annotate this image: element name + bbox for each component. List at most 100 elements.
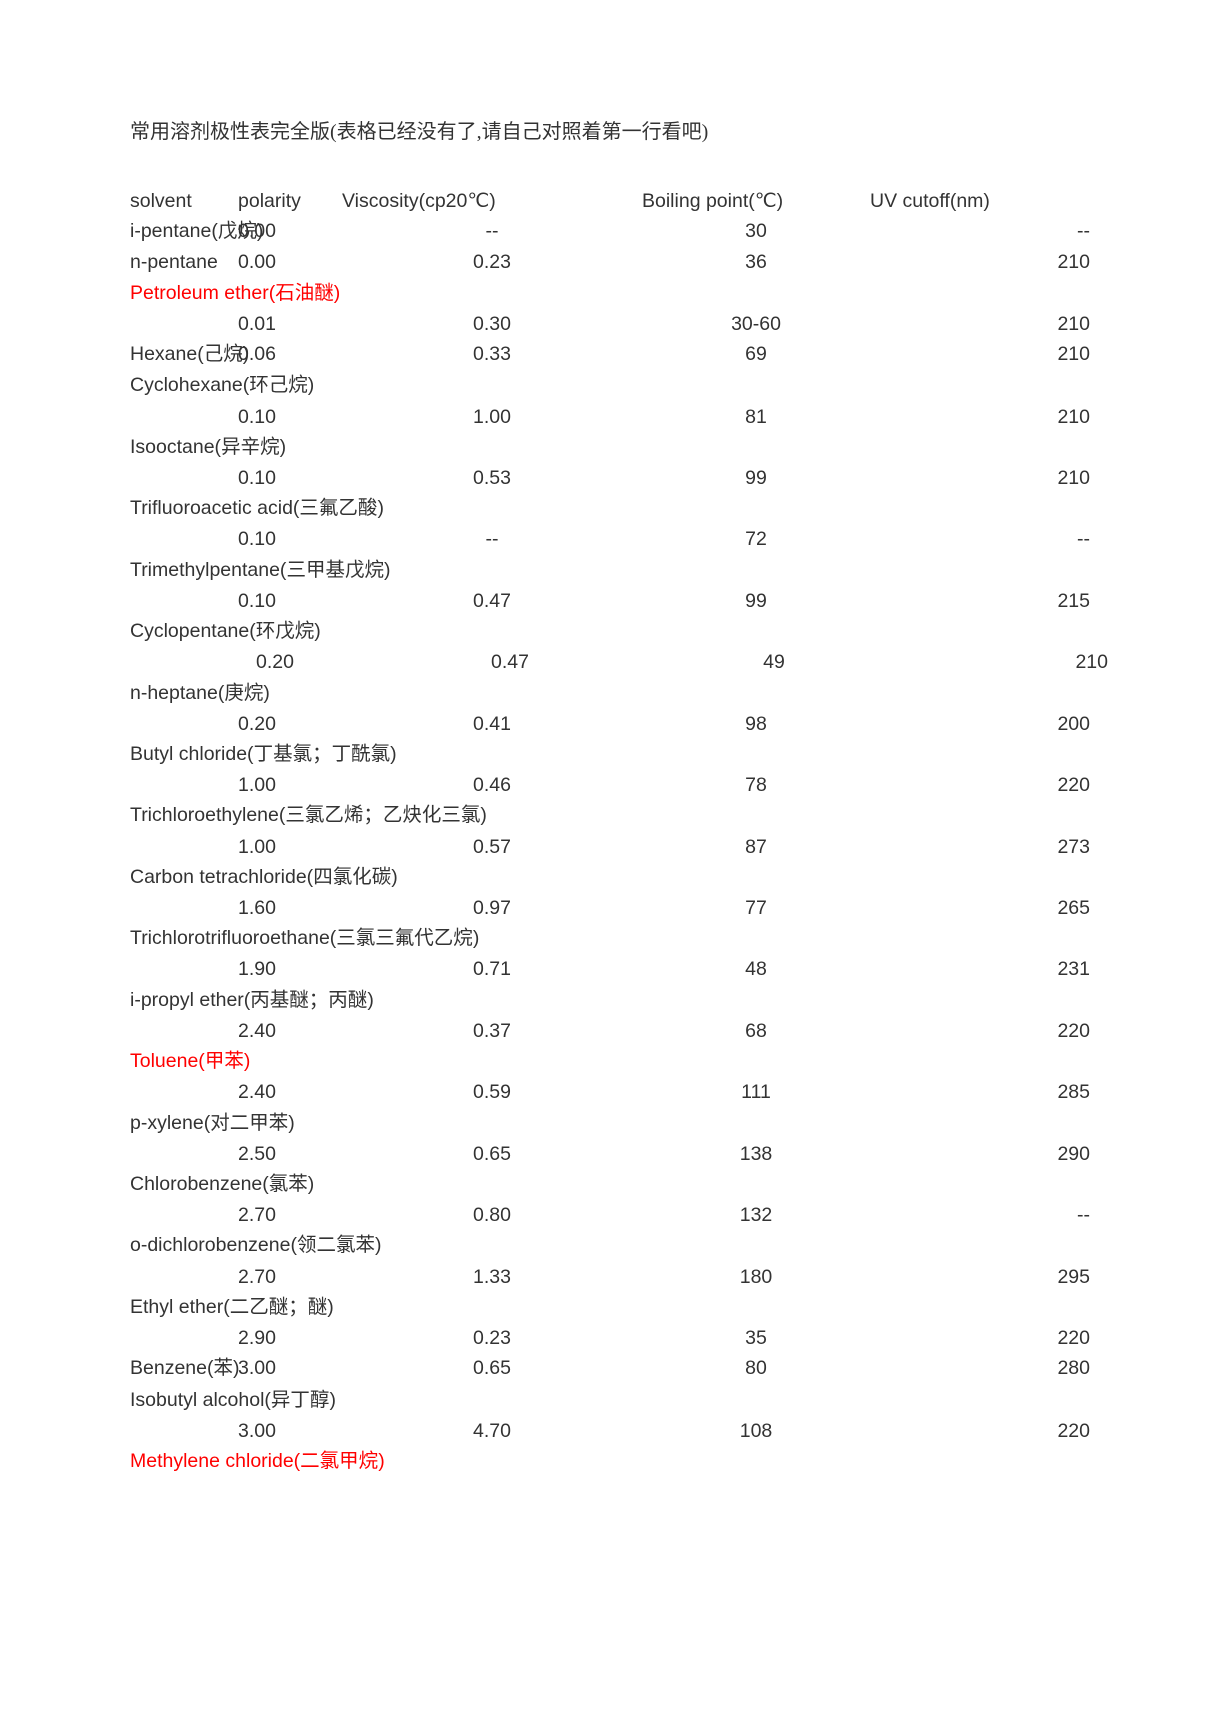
- viscosity-cell: 0.71: [342, 954, 642, 984]
- solvent-cell: [130, 524, 238, 554]
- viscosity-cell: 0.33: [342, 339, 642, 370]
- polarity-cell: 2.40: [238, 1077, 342, 1107]
- viscosity-cell: 0.57: [342, 832, 642, 862]
- polarity-cell: 0.10: [238, 586, 342, 616]
- solvent-name-cell: Methylene chloride(二氯甲烷): [130, 1446, 1084, 1477]
- table-row: 2.700.80132--: [130, 1200, 1084, 1230]
- table-row: 1.600.9777265: [130, 893, 1084, 923]
- table-row: 2.900.2335220: [130, 1323, 1084, 1353]
- bp-cell: 35: [642, 1323, 870, 1353]
- uv-cell: 220: [870, 770, 1090, 800]
- bp-cell: 81: [642, 402, 870, 432]
- viscosity-cell: 1.00: [342, 402, 642, 432]
- table-row: Butyl chloride(丁基氯；丁酰氯): [130, 739, 1084, 770]
- bp-cell: 87: [642, 832, 870, 862]
- polarity-cell: 1.00: [238, 832, 342, 862]
- solvent-name-cell: Isooctane(异辛烷): [130, 432, 1084, 463]
- uv-cell: 210: [870, 339, 1090, 370]
- polarity-cell: 0.10: [238, 463, 342, 493]
- table-row: Cyclopentane(环戊烷): [130, 616, 1084, 647]
- solvent-name-cell: Cyclopentane(环戊烷): [130, 616, 1084, 647]
- solvent-name-cell: Ethyl ether(二乙醚；醚): [130, 1292, 1084, 1323]
- polarity-cell: 0.20: [238, 647, 360, 677]
- solvent-cell: [130, 1139, 238, 1169]
- polarity-cell: 2.90: [238, 1323, 342, 1353]
- solvent-name-cell: Trifluoroacetic acid(三氟乙酸): [130, 493, 1084, 524]
- table-row: n-heptane(庚烷): [130, 678, 1084, 709]
- polarity-cell: 0.06: [238, 339, 342, 370]
- uv-cell: --: [870, 216, 1090, 247]
- uv-cell: 290: [870, 1139, 1090, 1169]
- viscosity-cell: 0.37: [342, 1016, 642, 1046]
- solvent-name-cell: Butyl chloride(丁基氯；丁酰氯): [130, 739, 1084, 770]
- solvent-cell: Hexane(己烷): [130, 339, 238, 370]
- table-row: Chlorobenzene(氯苯): [130, 1169, 1084, 1200]
- table-row: n-pentane0.000.2336210: [130, 247, 1084, 277]
- table-row: 2.500.65138290: [130, 1139, 1084, 1169]
- bp-cell: 72: [642, 524, 870, 554]
- table-row: Ethyl ether(二乙醚；醚): [130, 1292, 1084, 1323]
- table-row: Toluene(甲苯): [130, 1046, 1084, 1077]
- uv-cell: 285: [870, 1077, 1090, 1107]
- solvent-name-cell: o-dichlorobenzene(领二氯苯): [130, 1230, 1084, 1261]
- bp-cell: 80: [642, 1353, 870, 1384]
- solvent-cell: [130, 1016, 238, 1046]
- solvent-name-cell: Toluene(甲苯): [130, 1046, 1084, 1077]
- table-row: i-propyl ether(丙基醚；丙醚): [130, 985, 1084, 1016]
- page-title: 常用溶剂极性表完全版(表格已经没有了,请自己对照着第一行看吧): [130, 115, 1084, 144]
- table-body: i-pentane(戊烷)0.00--30--n-pentane0.000.23…: [130, 216, 1084, 1477]
- header-polarity: polarity: [238, 186, 342, 216]
- table-row: Petroleum ether(石油醚): [130, 278, 1084, 309]
- bp-cell: 98: [642, 709, 870, 739]
- table-row: Hexane(己烷)0.060.3369210: [130, 339, 1084, 370]
- uv-cell: 273: [870, 832, 1090, 862]
- table-row: 3.004.70108220: [130, 1416, 1084, 1446]
- bp-cell: 111: [642, 1077, 870, 1107]
- solvent-cell: [130, 402, 238, 432]
- table-row: o-dichlorobenzene(领二氯苯): [130, 1230, 1084, 1261]
- polarity-cell: 1.60: [238, 893, 342, 923]
- solvent-name-cell: Trichlorotrifluoroethane(三氯三氟代乙烷): [130, 923, 1084, 954]
- viscosity-cell: 0.80: [342, 1200, 642, 1230]
- document-page: 常用溶剂极性表完全版(表格已经没有了,请自己对照着第一行看吧) solvent …: [0, 0, 1214, 1719]
- polarity-cell: 0.00: [238, 216, 342, 247]
- bp-cell: 36: [642, 247, 870, 277]
- table-row: Cyclohexane(环己烷): [130, 370, 1084, 401]
- viscosity-cell: 0.97: [342, 893, 642, 923]
- table-row: Trichloroethylene(三氯乙烯；乙炔化三氯): [130, 800, 1084, 831]
- table-row: Carbon tetrachloride(四氯化碳): [130, 862, 1084, 893]
- solvent-name-cell: Cyclohexane(环己烷): [130, 370, 1084, 401]
- uv-cell: 280: [870, 1353, 1090, 1384]
- viscosity-cell: --: [342, 524, 642, 554]
- solvent-name-cell: Trichloroethylene(三氯乙烯；乙炔化三氯): [130, 800, 1084, 831]
- bp-cell: 138: [642, 1139, 870, 1169]
- uv-cell: --: [870, 524, 1090, 554]
- uv-cell: 215: [870, 586, 1090, 616]
- uv-cell: --: [870, 1200, 1090, 1230]
- solvent-cell: Benzene(苯): [130, 1353, 238, 1384]
- table-row: 2.400.3768220: [130, 1016, 1084, 1046]
- polarity-cell: 3.00: [238, 1416, 342, 1446]
- viscosity-cell: 0.41: [342, 709, 642, 739]
- uv-cell: 231: [870, 954, 1090, 984]
- header-bp: Boiling point(℃): [642, 186, 870, 216]
- viscosity-cell: 0.46: [342, 770, 642, 800]
- table-row: 2.400.59111285: [130, 1077, 1084, 1107]
- viscosity-cell: 4.70: [342, 1416, 642, 1446]
- table-row: 0.100.4799215: [130, 586, 1084, 616]
- viscosity-cell: 0.23: [342, 247, 642, 277]
- polarity-cell: 1.90: [238, 954, 342, 984]
- viscosity-cell: --: [342, 216, 642, 247]
- solvent-name-cell: Petroleum ether(石油醚): [130, 278, 1084, 309]
- bp-cell: 48: [642, 954, 870, 984]
- polarity-cell: 2.40: [238, 1016, 342, 1046]
- uv-cell: 220: [870, 1016, 1090, 1046]
- table-row: 0.010.3030-60210: [130, 309, 1084, 339]
- viscosity-cell: 0.47: [342, 586, 642, 616]
- table-row: p-xylene(对二甲苯): [130, 1108, 1084, 1139]
- table-row: 0.101.0081210: [130, 402, 1084, 432]
- table-row: Benzene(苯)3.000.6580280: [130, 1353, 1084, 1384]
- bp-cell: 30: [642, 216, 870, 247]
- bp-cell: 78: [642, 770, 870, 800]
- table-row: 1.000.5787273: [130, 832, 1084, 862]
